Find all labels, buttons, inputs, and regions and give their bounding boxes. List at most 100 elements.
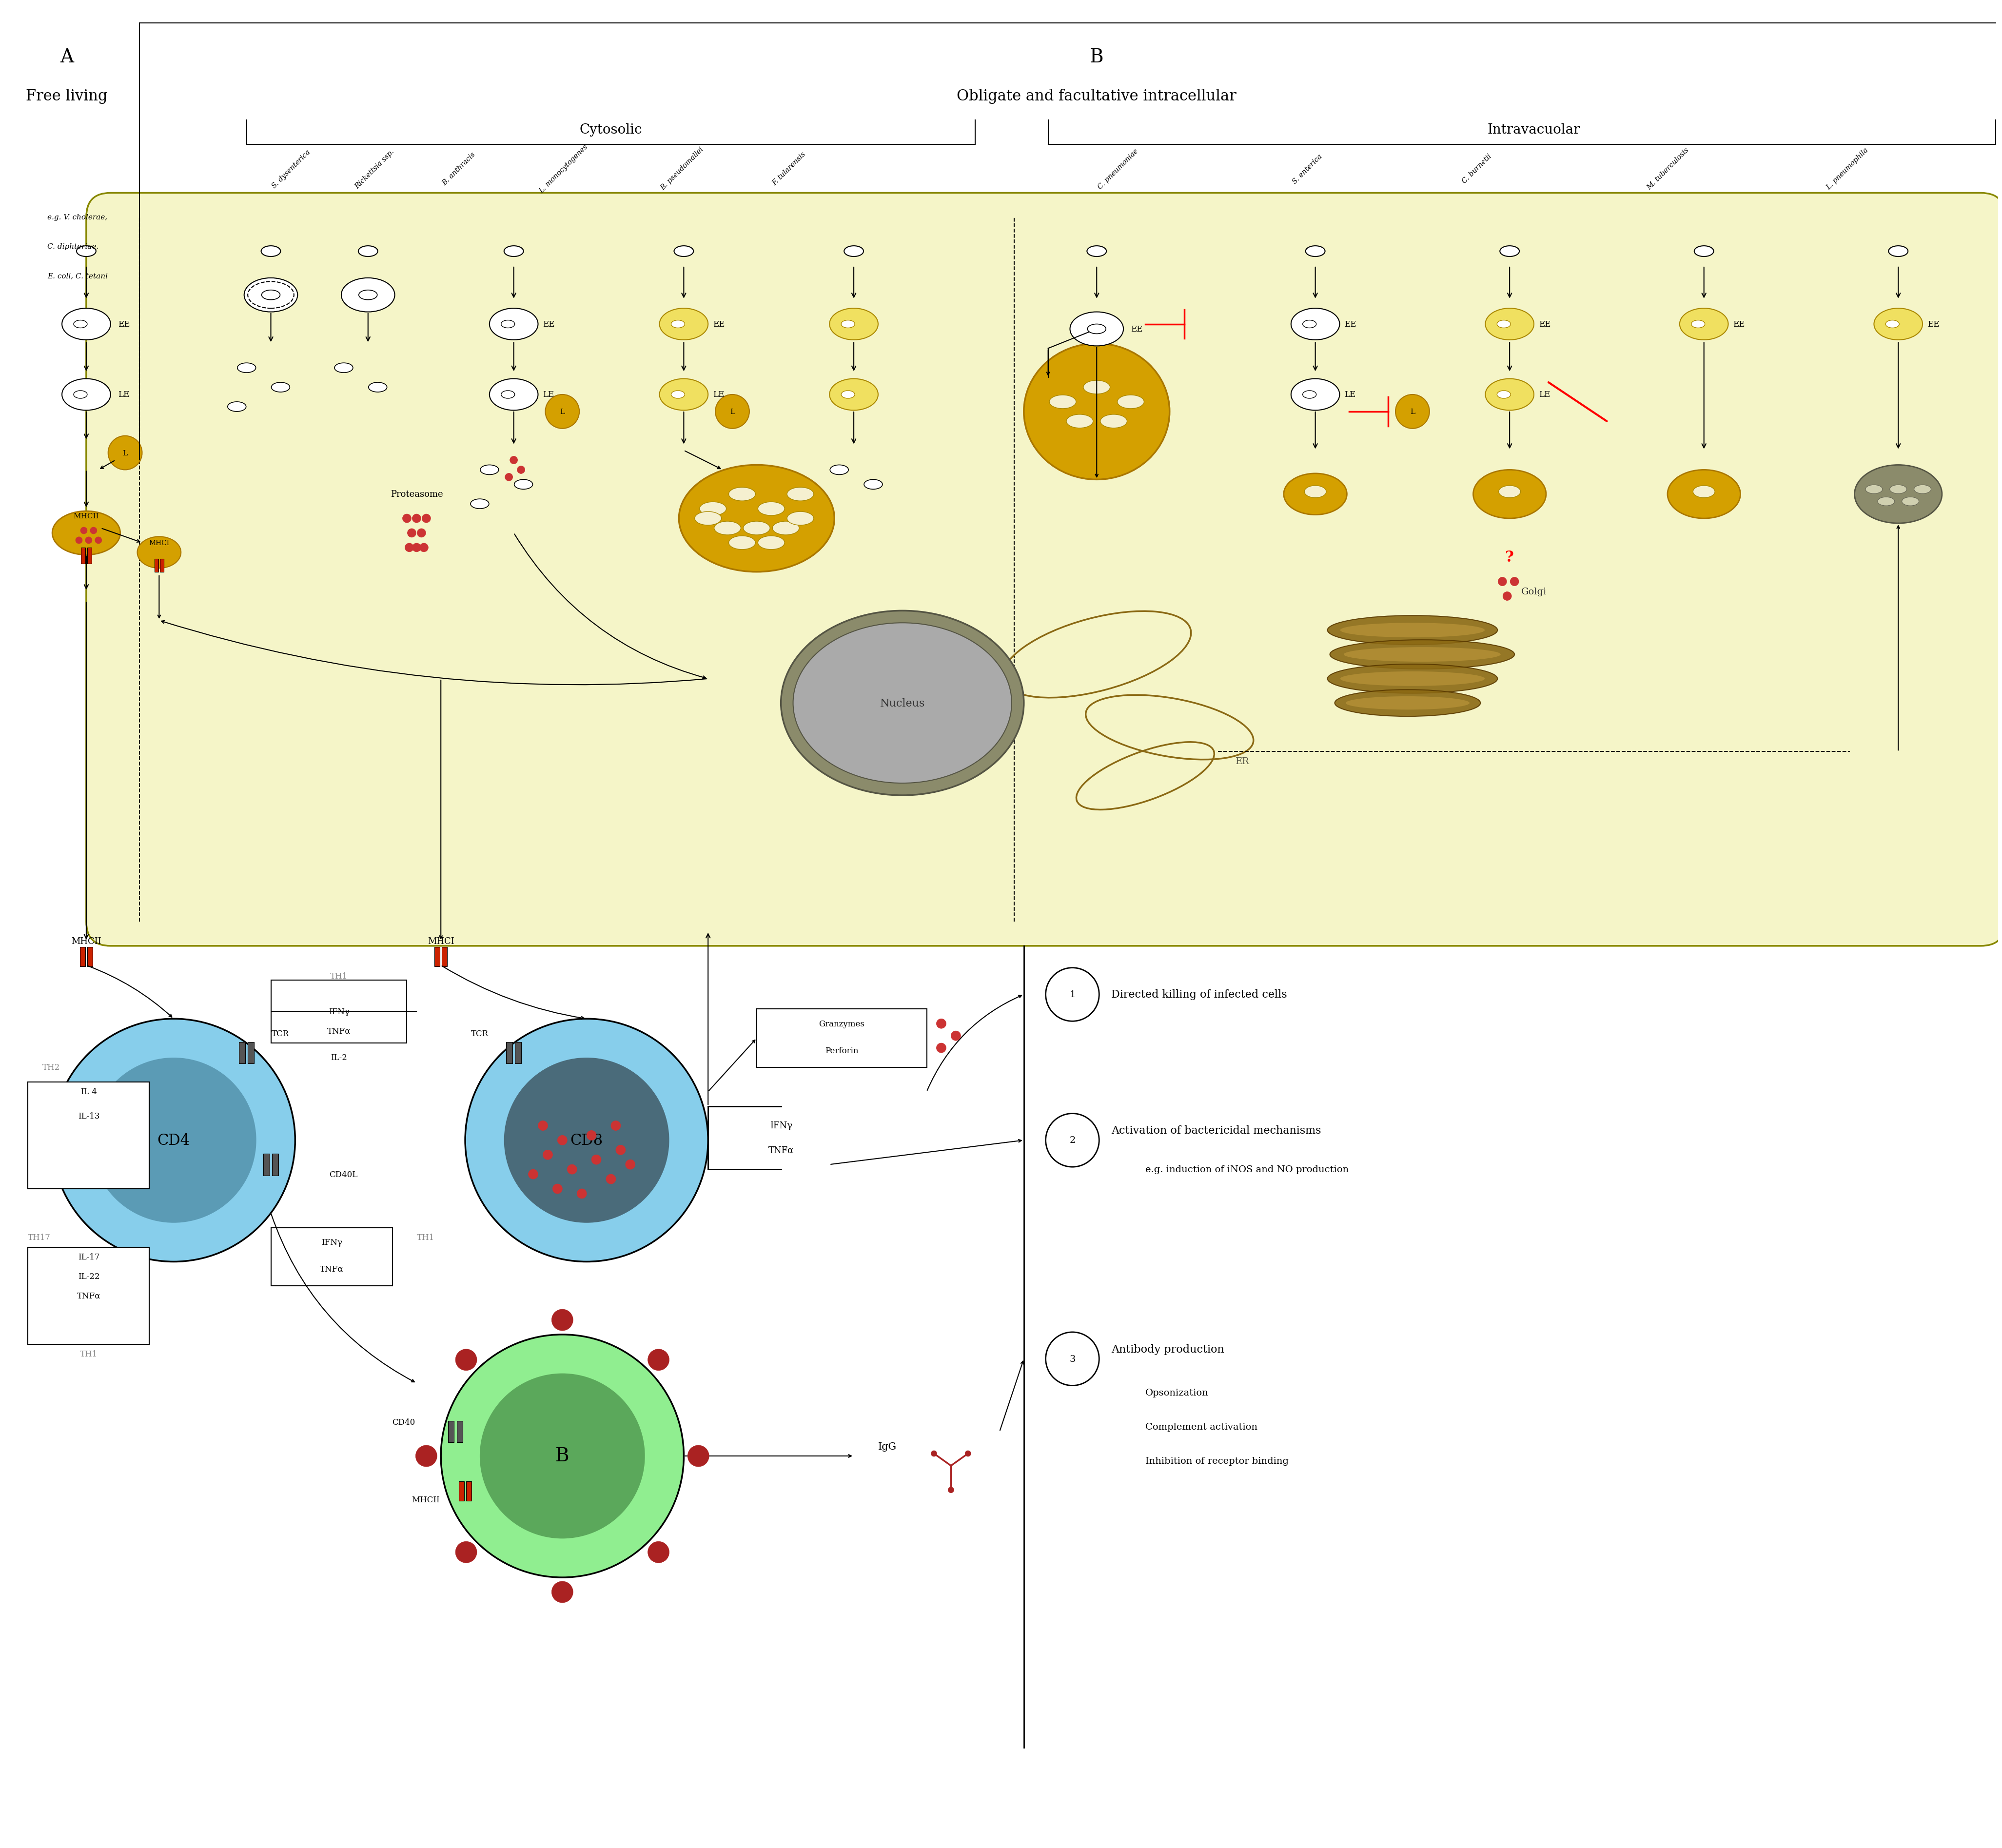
Ellipse shape bbox=[729, 536, 755, 551]
Circle shape bbox=[412, 543, 420, 553]
Text: MHCI: MHCI bbox=[428, 937, 454, 946]
Circle shape bbox=[480, 1373, 645, 1539]
Ellipse shape bbox=[759, 503, 785, 516]
Text: LE: LE bbox=[713, 390, 725, 399]
Text: S. enterica: S. enterica bbox=[1291, 153, 1323, 185]
Ellipse shape bbox=[244, 279, 298, 312]
Bar bbox=[442, 948, 446, 967]
Ellipse shape bbox=[1499, 486, 1522, 499]
Ellipse shape bbox=[1291, 379, 1339, 410]
Ellipse shape bbox=[1854, 466, 1942, 523]
Text: Nucleus: Nucleus bbox=[879, 699, 925, 708]
Circle shape bbox=[553, 1185, 563, 1194]
Bar bbox=[507, 1042, 513, 1064]
Ellipse shape bbox=[138, 538, 180, 569]
Ellipse shape bbox=[52, 512, 120, 554]
Circle shape bbox=[543, 1149, 553, 1161]
Text: IFNγ: IFNγ bbox=[328, 1007, 348, 1016]
Bar bbox=[434, 948, 440, 967]
Ellipse shape bbox=[659, 379, 709, 410]
Ellipse shape bbox=[488, 379, 539, 410]
Circle shape bbox=[649, 1349, 669, 1371]
Text: 1: 1 bbox=[1069, 991, 1075, 1000]
Text: TNFα: TNFα bbox=[76, 1292, 100, 1299]
Text: IFNγ: IFNγ bbox=[769, 1122, 793, 1131]
Text: TH1: TH1 bbox=[80, 1349, 98, 1358]
Circle shape bbox=[553, 1582, 573, 1602]
Ellipse shape bbox=[829, 309, 879, 340]
Ellipse shape bbox=[865, 480, 883, 490]
Ellipse shape bbox=[1023, 344, 1169, 480]
Circle shape bbox=[553, 1310, 573, 1331]
Circle shape bbox=[937, 1044, 947, 1053]
Text: Granzymes: Granzymes bbox=[819, 1020, 865, 1027]
Text: IFNγ: IFNγ bbox=[320, 1238, 342, 1247]
Text: Complement activation: Complement activation bbox=[1145, 1423, 1257, 1432]
FancyBboxPatch shape bbox=[86, 194, 2002, 946]
Text: EE: EE bbox=[713, 320, 725, 329]
Ellipse shape bbox=[1305, 486, 1325, 499]
Text: MHCII: MHCII bbox=[72, 937, 102, 946]
Ellipse shape bbox=[260, 246, 280, 257]
Circle shape bbox=[94, 538, 102, 543]
Ellipse shape bbox=[262, 290, 280, 299]
Text: L: L bbox=[122, 449, 128, 456]
Ellipse shape bbox=[1902, 497, 1918, 506]
Circle shape bbox=[1045, 1114, 1099, 1168]
Ellipse shape bbox=[1694, 246, 1714, 257]
Circle shape bbox=[90, 527, 96, 534]
Text: A: A bbox=[60, 48, 74, 67]
Circle shape bbox=[1497, 577, 1508, 586]
Bar bbox=[28, 1247, 150, 1343]
Ellipse shape bbox=[793, 623, 1011, 784]
Text: TNFα: TNFα bbox=[326, 1027, 350, 1035]
Circle shape bbox=[577, 1188, 587, 1199]
Circle shape bbox=[951, 1031, 961, 1040]
Text: L. pneumophila: L. pneumophila bbox=[1826, 146, 1870, 190]
Text: TCR: TCR bbox=[272, 1029, 290, 1039]
Ellipse shape bbox=[1305, 246, 1325, 257]
Ellipse shape bbox=[334, 364, 352, 373]
Text: IL-2: IL-2 bbox=[330, 1053, 346, 1063]
Ellipse shape bbox=[1087, 325, 1105, 334]
Text: MHCII: MHCII bbox=[74, 514, 98, 519]
Circle shape bbox=[1045, 1332, 1099, 1386]
Ellipse shape bbox=[1101, 414, 1127, 429]
Bar bbox=[88, 948, 92, 967]
Ellipse shape bbox=[773, 521, 799, 536]
Circle shape bbox=[52, 1018, 294, 1262]
Bar bbox=[270, 979, 406, 1044]
Circle shape bbox=[529, 1170, 539, 1179]
Circle shape bbox=[591, 1155, 601, 1164]
Text: Proteasome: Proteasome bbox=[390, 490, 442, 499]
Circle shape bbox=[420, 543, 428, 553]
Ellipse shape bbox=[743, 521, 771, 536]
Ellipse shape bbox=[831, 466, 849, 475]
Ellipse shape bbox=[500, 320, 515, 329]
Ellipse shape bbox=[1694, 486, 1716, 499]
Text: C. burnetii: C. burnetii bbox=[1461, 153, 1493, 185]
Ellipse shape bbox=[1680, 309, 1728, 340]
Ellipse shape bbox=[74, 320, 88, 329]
Text: ?: ? bbox=[1506, 551, 1514, 565]
Circle shape bbox=[412, 514, 420, 523]
Circle shape bbox=[76, 538, 82, 543]
Text: Rickettsia ssp.: Rickettsia ssp. bbox=[354, 148, 394, 190]
Circle shape bbox=[931, 1451, 937, 1456]
Ellipse shape bbox=[340, 279, 394, 312]
Text: CD40L: CD40L bbox=[328, 1170, 358, 1179]
Text: M. tuberculosis: M. tuberculosis bbox=[1646, 146, 1690, 190]
Circle shape bbox=[687, 1445, 709, 1467]
Ellipse shape bbox=[1117, 395, 1143, 408]
Ellipse shape bbox=[787, 488, 813, 501]
Ellipse shape bbox=[62, 309, 110, 340]
Ellipse shape bbox=[1692, 320, 1706, 329]
Text: EE: EE bbox=[118, 320, 130, 329]
Text: TNFα: TNFα bbox=[769, 1146, 793, 1155]
Ellipse shape bbox=[1083, 381, 1109, 394]
Text: Activation of bactericidal mechanisms: Activation of bactericidal mechanisms bbox=[1111, 1125, 1321, 1137]
Ellipse shape bbox=[787, 512, 813, 525]
Ellipse shape bbox=[74, 392, 88, 399]
Ellipse shape bbox=[1874, 309, 1922, 340]
Ellipse shape bbox=[1343, 647, 1502, 662]
